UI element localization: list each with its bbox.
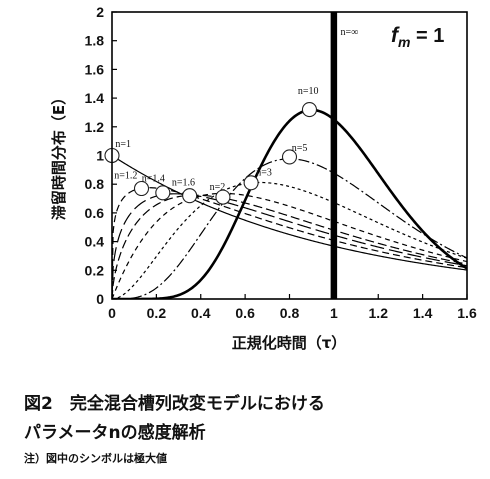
y-axis-title: 滞留時間分布（E） <box>50 90 68 220</box>
x-tick-label: 1.4 <box>413 305 433 321</box>
curve-label: n=5 <box>292 143 308 154</box>
y-tick-label: 0.2 <box>85 262 105 278</box>
curve-label: n=3 <box>256 168 272 179</box>
y-tick-label: 1.4 <box>85 90 105 106</box>
x-tick-label: 0 <box>108 305 116 321</box>
plot-frame <box>111 11 468 300</box>
x-tick-label: 0.6 <box>235 305 255 321</box>
figure-caption-note: 注）図中のシンボルは極大値 <box>24 452 167 465</box>
y-tick-label: 1.8 <box>85 33 105 49</box>
figure-caption-title: 図2 完全混合槽列改変モデルにおける <box>24 394 325 414</box>
x-axis-title: 正規化時間（τ） <box>232 334 347 352</box>
curve-label: n=1.4 <box>142 173 165 184</box>
chart: 0 0.2 0.4 0.6 0.8 1 1.2 1.4 1.6 0 0.2 0.4 0.6 0.8 1 1.2… <box>50 4 477 352</box>
x-tick-label: 1.2 <box>369 305 389 321</box>
series-line <box>112 192 467 299</box>
fm-annotation-value: = 1 <box>410 25 444 47</box>
curve-label: n=10 <box>298 86 319 97</box>
curve-label: n=1.6 <box>172 178 195 189</box>
peak-marker <box>301 102 318 118</box>
peak-marker <box>243 175 259 191</box>
y-tick-label: 0.4 <box>85 234 105 250</box>
peak-marker <box>281 149 298 165</box>
y-tick-label: 0 <box>96 291 104 307</box>
peak-marker <box>155 185 171 201</box>
x-tick-label: 1.6 <box>457 305 477 321</box>
y-tick-label: 0.6 <box>85 205 105 221</box>
y-tick-label: 1.6 <box>85 61 105 77</box>
x-tick-label: 0.2 <box>147 305 167 321</box>
peak-marker <box>133 180 150 197</box>
x-tick-label: 0.4 <box>191 305 211 321</box>
fm-annotation-sub: m <box>398 34 410 50</box>
peak-markers <box>104 102 318 205</box>
peak-marker <box>182 188 198 204</box>
peak-marker <box>215 189 231 205</box>
x-tick-label: 0.8 <box>280 305 300 321</box>
axis-ticks: 0 0.2 0.4 0.6 0.8 1 1.2 1.4 1.6 0 0.2 0.4 0.6 0.8 1 1.2… <box>85 4 477 321</box>
curve-label: n=1.2 <box>114 170 137 181</box>
curve-labels: n=1 n=1.2 n=1.4 n=1.6 n=2 n=3 n=5 n=10 n=∞ <box>114 27 358 193</box>
series-line <box>112 158 467 299</box>
y-tick-label: 1.2 <box>85 119 105 135</box>
series-line <box>112 194 467 299</box>
series-line <box>112 108 467 299</box>
fm-annotation: fm = 1 <box>391 24 444 50</box>
x-tick-label: 1 <box>330 305 338 321</box>
figure-caption-subtitle: パラメータnの感度解析 <box>24 423 206 443</box>
y-tick-label: 2 <box>96 4 104 20</box>
curve-label: n=1 <box>115 139 131 150</box>
y-tick-label: 0.8 <box>85 176 105 192</box>
fm-annotation-f: f <box>391 24 400 47</box>
series-line <box>112 154 467 271</box>
y-tick-label: 1 <box>96 148 104 164</box>
curve-label: n=∞ <box>341 27 359 38</box>
series-line <box>112 193 467 299</box>
series-line <box>112 187 467 299</box>
curve-label: n=2 <box>210 182 226 193</box>
